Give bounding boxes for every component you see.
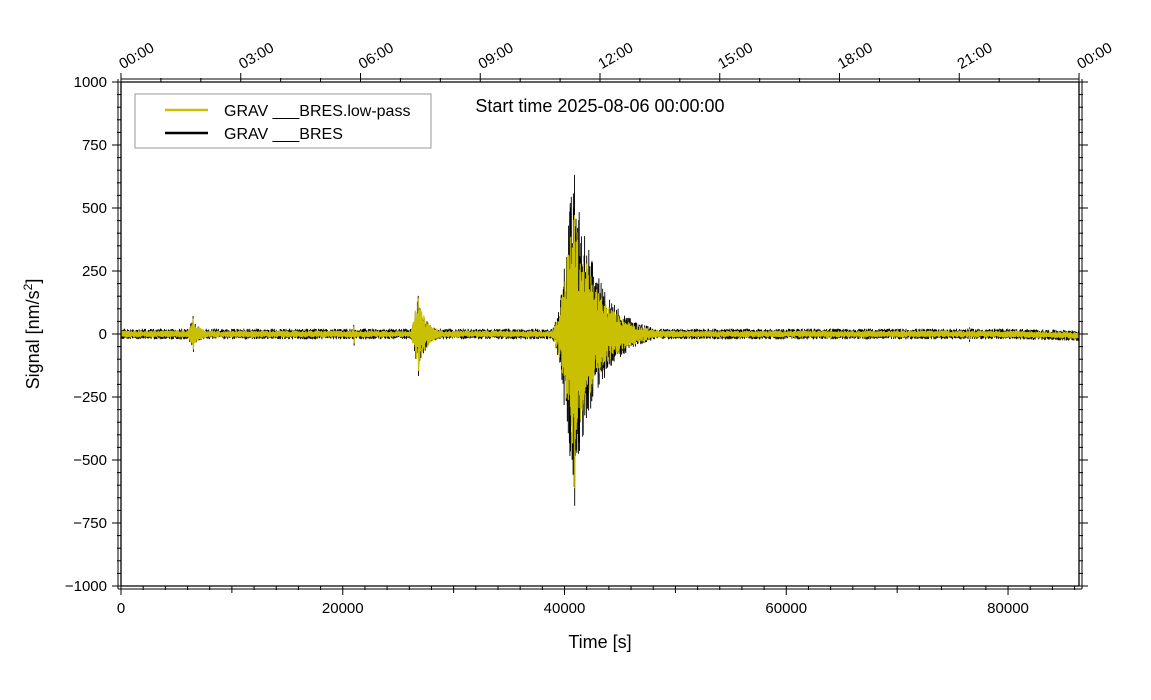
series-layer: [121, 174, 1079, 506]
x-axis-label: Time [s]: [568, 632, 631, 652]
y-tick-label: −1000: [65, 578, 107, 595]
x-tick-label: 80000: [987, 600, 1029, 617]
x-tick-label: 0: [117, 600, 125, 617]
series-line-lowpass: [121, 215, 1079, 489]
legend-label-raw: GRAV ___BRES: [224, 126, 343, 143]
y-tick-label: −250: [73, 389, 107, 406]
top-tick-label: 18:00: [835, 39, 876, 72]
series-line-raw: [121, 174, 1079, 506]
y-tick-label: −750: [73, 515, 107, 532]
top-tick-label: 06:00: [356, 39, 397, 72]
x-tick-label: 60000: [765, 600, 807, 617]
y-tick-label: 250: [82, 263, 107, 280]
y-tick-label: 0: [99, 326, 107, 343]
top-tick-label: 21:00: [954, 39, 995, 72]
x-tick-label: 40000: [544, 600, 586, 617]
y-axis-label: Signal [nm/s2]: [21, 279, 43, 390]
legend-box: [134, 93, 432, 149]
top-tick-label: 00:00: [116, 39, 157, 72]
top-tick-label: 09:00: [475, 39, 516, 72]
x-tick-label: 20000: [322, 600, 364, 617]
legend-label-lowpass: GRAV ___BRES.low-pass: [224, 103, 410, 120]
y-axis-label-exponent: 2: [21, 283, 35, 290]
top-tick-label: 00:00: [1074, 39, 1115, 72]
top-tick-label: 03:00: [236, 39, 277, 72]
y-tick-label: 750: [82, 137, 107, 154]
top-tick-label: 15:00: [715, 39, 756, 72]
y-tick-label: 500: [82, 200, 107, 217]
legend: GRAV ___BRES.low-pass GRAV ___BRES: [134, 93, 432, 149]
top-tick-label: 12:00: [595, 39, 636, 72]
chart-title: Start time 2025-08-06 00:00:00: [475, 96, 724, 116]
y-tick-label: −500: [73, 452, 107, 469]
y-axis-label-prefix: Signal [nm/s: [23, 290, 43, 389]
y-axis-label-suffix: ]: [23, 279, 43, 284]
y-tick-label: 1000: [74, 74, 107, 91]
